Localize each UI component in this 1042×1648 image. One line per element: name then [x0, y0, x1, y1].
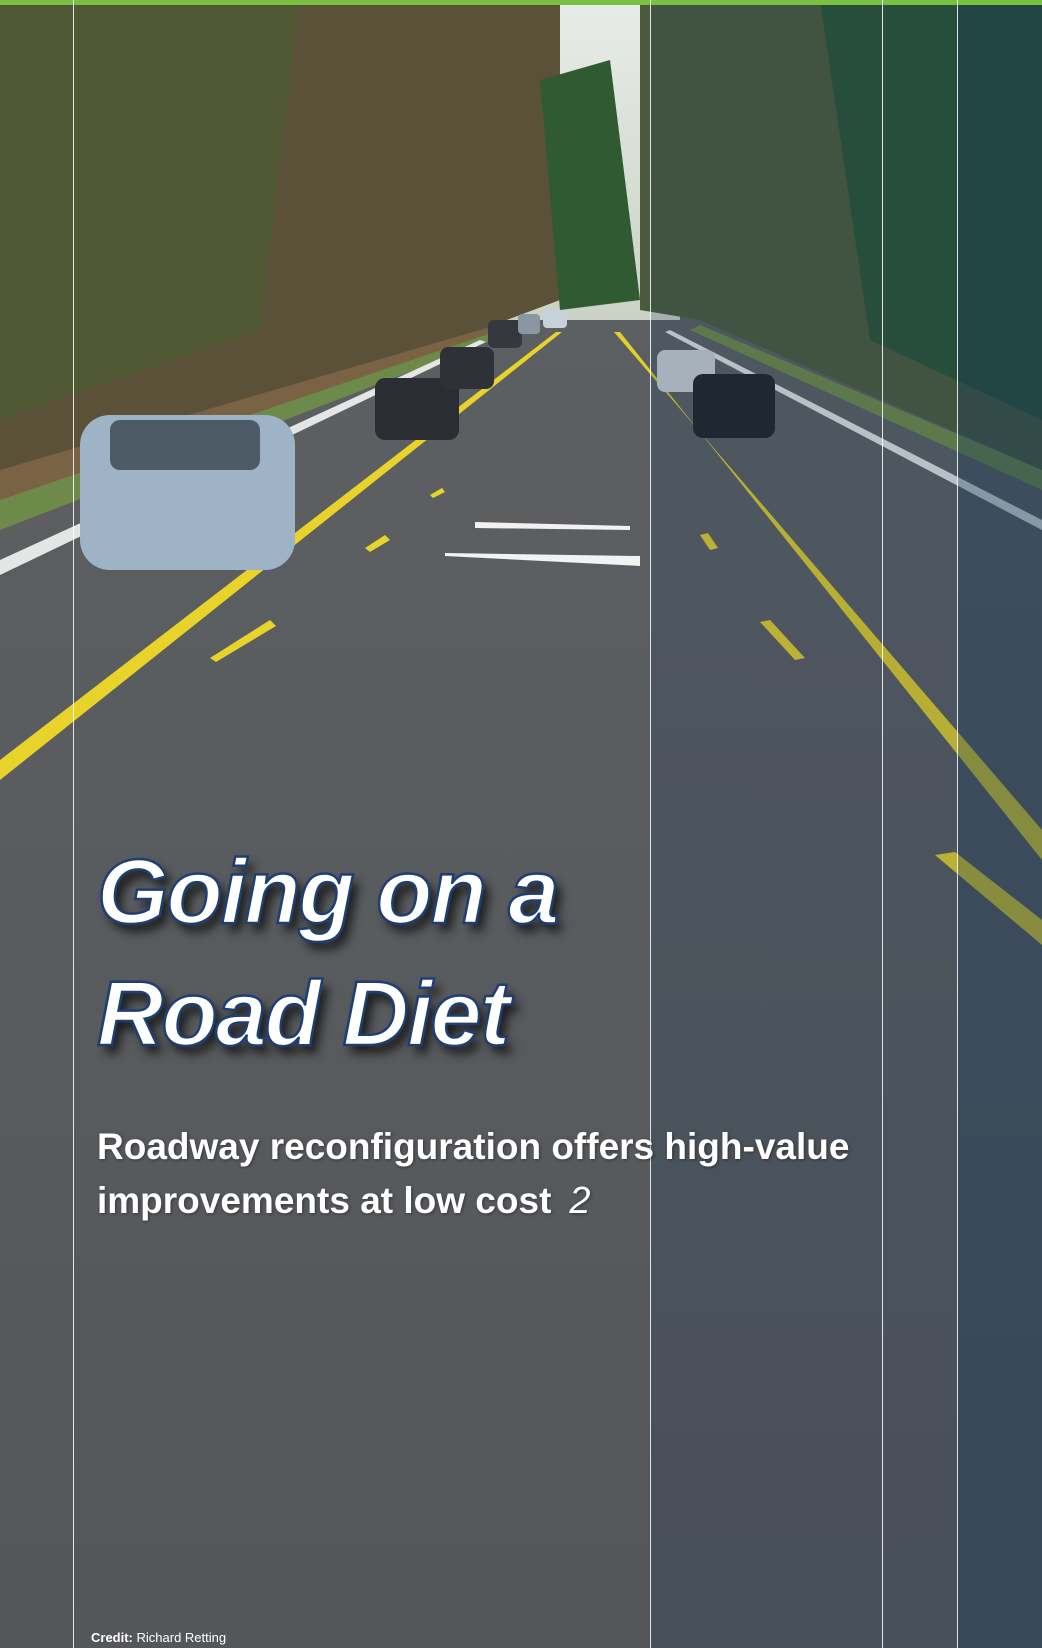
credit: Credit: Richard Retting: [91, 1630, 226, 1645]
subtitle: improvements at low cost: [97, 1180, 551, 1221]
page: Going on a Road Diet Roadway reconfigura…: [0, 0, 1042, 1648]
title: Road Diet: [97, 968, 508, 1060]
subtitle-line: improvements at low cost 2: [97, 1182, 591, 1220]
top-bar: [0, 0, 1042, 5]
tint-panel: [957, 0, 1042, 1648]
credit-label: Credit:: [91, 1630, 133, 1645]
credit-name: Richard Retting: [137, 1630, 227, 1645]
subtitle: Roadway reconfiguration offers high-valu…: [97, 1128, 849, 1165]
cover-photo: [0, 0, 1042, 1648]
page-number: 2: [569, 1180, 590, 1222]
title: Going on a: [97, 846, 557, 938]
